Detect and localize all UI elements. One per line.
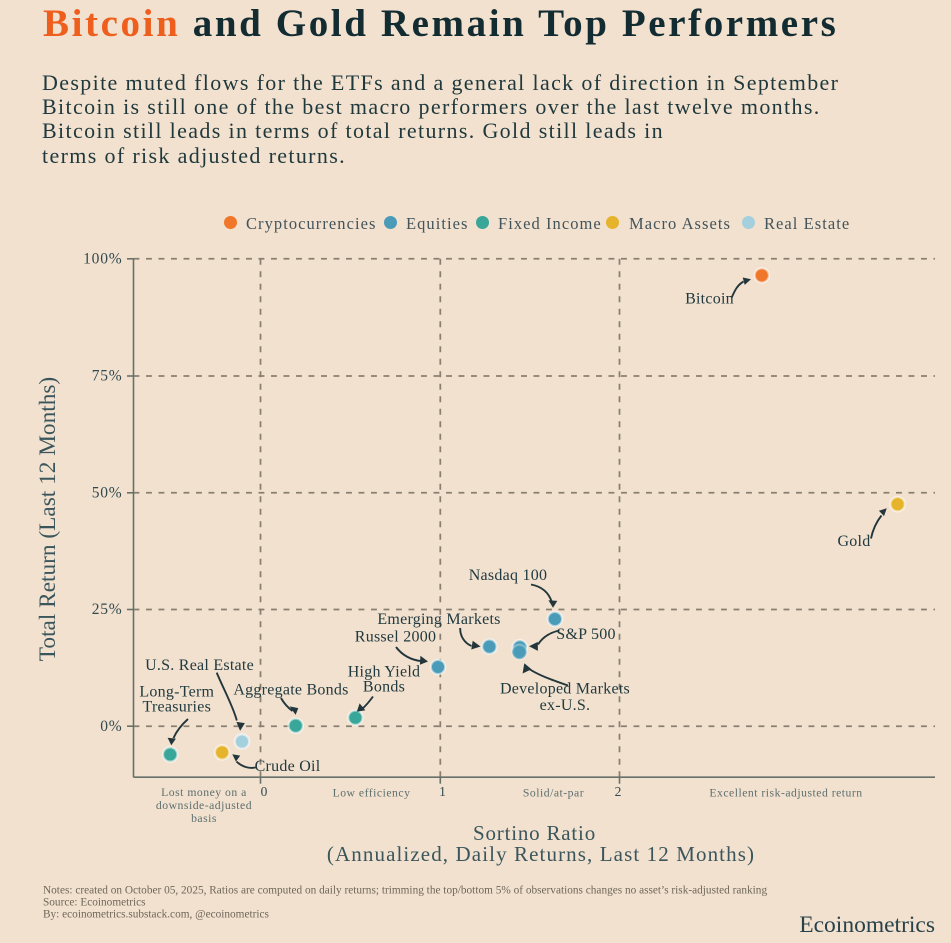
svg-text:0: 0 xyxy=(261,784,268,799)
svg-text:Nasdaq 100: Nasdaq 100 xyxy=(469,567,547,584)
svg-text:Aggregate Bonds: Aggregate Bonds xyxy=(233,682,348,699)
svg-text:Source: Ecoinometrics: Source: Ecoinometrics xyxy=(43,897,146,909)
svg-text:basis: basis xyxy=(191,812,217,825)
svg-text:Bonds: Bonds xyxy=(363,678,405,695)
svg-text:downside-adjusted: downside-adjusted xyxy=(156,799,252,812)
svg-text:ex-U.S.: ex-U.S. xyxy=(540,697,591,714)
svg-text:25%: 25% xyxy=(92,601,123,618)
svg-text:Total Return (Last 12 Months): Total Return (Last 12 Months) xyxy=(35,377,61,661)
svg-text:Low efficiency: Low efficiency xyxy=(333,787,411,800)
svg-text:2: 2 xyxy=(615,784,622,799)
svg-text:Long-Term: Long-Term xyxy=(139,684,214,701)
svg-text:Excellent risk-adjusted return: Excellent risk-adjusted return xyxy=(709,787,862,800)
svg-text:High Yield: High Yield xyxy=(348,663,421,680)
svg-text:50%: 50% xyxy=(92,485,123,502)
svg-text:100%: 100% xyxy=(83,251,122,268)
svg-text:Ecoinometrics: Ecoinometrics xyxy=(799,912,935,938)
svg-text:Crude Oil: Crude Oil xyxy=(255,758,321,775)
svg-text:Sortino Ratio: Sortino Ratio xyxy=(473,821,596,845)
svg-text:(Annualized, Daily Returns, La: (Annualized, Daily Returns, Last 12 Mont… xyxy=(327,842,755,866)
svg-text:U.S. Real Estate: U.S. Real Estate xyxy=(145,657,254,674)
svg-text:Russel 2000: Russel 2000 xyxy=(355,629,436,646)
svg-text:Lost money on a: Lost money on a xyxy=(161,786,247,799)
svg-text:0%: 0% xyxy=(100,718,122,735)
svg-text:Gold: Gold xyxy=(838,533,871,550)
svg-text:Emerging Markets: Emerging Markets xyxy=(377,611,500,628)
svg-text:75%: 75% xyxy=(92,368,123,385)
svg-text:S&P 500: S&P 500 xyxy=(556,626,615,643)
svg-text:Treasuries: Treasuries xyxy=(143,698,212,715)
svg-text:Bitcoin: Bitcoin xyxy=(685,291,734,308)
svg-text:Developed Markets: Developed Markets xyxy=(500,680,630,697)
svg-text:1: 1 xyxy=(439,784,446,799)
svg-text:Notes: created on October 05,: Notes: created on October 05, 2025, Rati… xyxy=(43,885,767,897)
svg-text:Solid/at-par: Solid/at-par xyxy=(523,787,584,800)
svg-text:By: ecoinometrics.substack.com: By: ecoinometrics.substack.com, @ecoinom… xyxy=(43,909,269,921)
